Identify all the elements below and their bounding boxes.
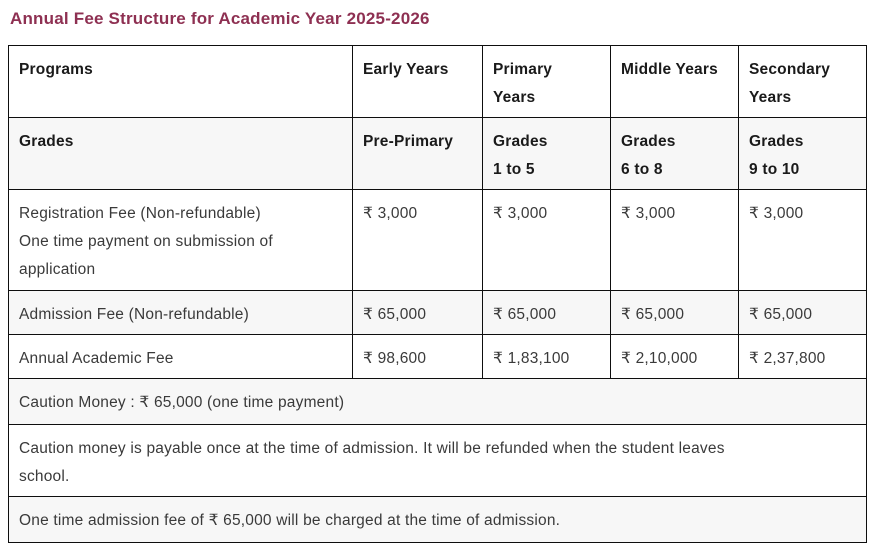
- table-row-programs: Programs Early Years Primary Years Middl…: [8, 45, 867, 118]
- registration-fee-label: Registration Fee (Non-refundable) One ti…: [8, 189, 353, 291]
- table-row-admission-note: One time admission fee of ₹ 65,000 will …: [8, 496, 867, 543]
- table-row-registration-fee: Registration Fee (Non-refundable) One ti…: [8, 189, 867, 291]
- admission-fee-early-years: ₹ 65,000: [352, 290, 483, 335]
- header-middle-years: Middle Years: [610, 45, 739, 118]
- table-row-admission-fee: Admission Fee (Non-refundable) ₹ 65,000 …: [8, 290, 867, 335]
- grades-pre-primary: Pre-Primary: [352, 117, 483, 190]
- registration-fee-secondary-years: ₹ 3,000: [738, 189, 867, 291]
- admission-fee-label: Admission Fee (Non-refundable): [8, 290, 353, 335]
- annual-fee-middle-years: ₹ 2,10,000: [610, 334, 739, 379]
- table-row-caution-money: Caution Money : ₹ 65,000 (one time payme…: [8, 378, 867, 425]
- admission-fee-middle-years: ₹ 65,000: [610, 290, 739, 335]
- grades-1-to-5: Grades 1 to 5: [482, 117, 611, 190]
- header-primary-years: Primary Years: [482, 45, 611, 118]
- annual-fee-primary-years: ₹ 1,83,100: [482, 334, 611, 379]
- registration-fee-primary-years: ₹ 3,000: [482, 189, 611, 291]
- annual-fee-early-years: ₹ 98,600: [352, 334, 483, 379]
- grades-6-to-8: Grades 6 to 8: [610, 117, 739, 190]
- header-secondary-years: Secondary Years: [738, 45, 867, 118]
- header-grades: Grades: [8, 117, 353, 190]
- registration-fee-middle-years: ₹ 3,000: [610, 189, 739, 291]
- admission-fee-primary-years: ₹ 65,000: [482, 290, 611, 335]
- fee-structure-table: Programs Early Years Primary Years Middl…: [8, 45, 867, 543]
- caution-refund-note: Caution money is payable once at the tim…: [8, 424, 867, 497]
- grades-9-to-10: Grades 9 to 10: [738, 117, 867, 190]
- header-early-years: Early Years: [352, 45, 483, 118]
- annual-fee-secondary-years: ₹ 2,37,800: [738, 334, 867, 379]
- registration-fee-early-years: ₹ 3,000: [352, 189, 483, 291]
- one-time-admission-note: One time admission fee of ₹ 65,000 will …: [8, 496, 867, 543]
- page-title: Annual Fee Structure for Academic Year 2…: [10, 9, 430, 28]
- annual-fee-label: Annual Academic Fee: [8, 334, 353, 379]
- admission-fee-secondary-years: ₹ 65,000: [738, 290, 867, 335]
- table-row-caution-note: Caution money is payable once at the tim…: [8, 424, 867, 497]
- table-row-grades: Grades Pre-Primary Grades 1 to 5 Grades …: [8, 117, 867, 190]
- header-programs: Programs: [8, 45, 353, 118]
- table-row-annual-academic-fee: Annual Academic Fee ₹ 98,600 ₹ 1,83,100 …: [8, 334, 867, 379]
- caution-money-note: Caution Money : ₹ 65,000 (one time payme…: [8, 378, 867, 425]
